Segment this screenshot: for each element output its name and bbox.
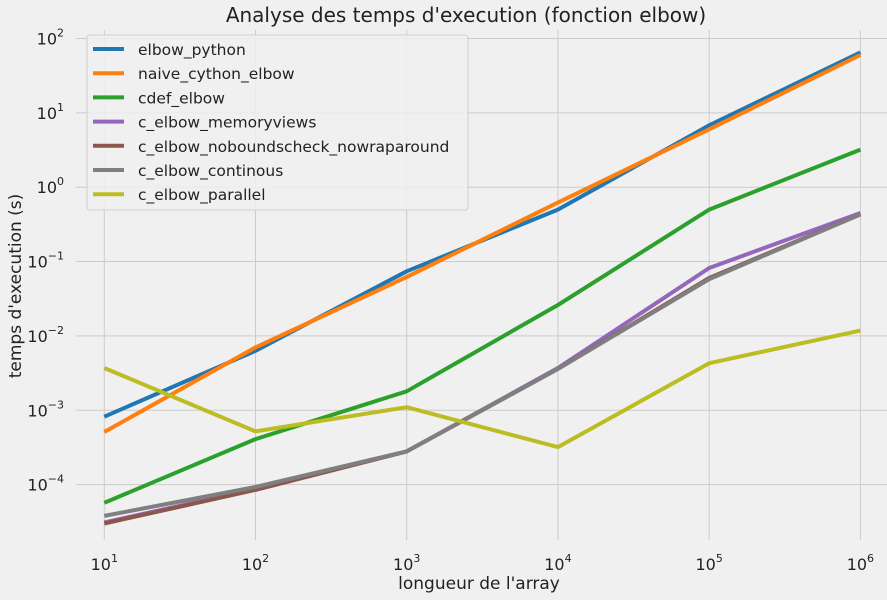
y-tick-label: 10−1 [27, 250, 64, 272]
x-tick-base: 10 [393, 555, 413, 574]
x-tick-label: 101 [91, 552, 118, 574]
y-tick-label: 10−4 [27, 473, 64, 495]
legend: elbow_python naive_cython_elbow cdef_elbow… [86, 34, 469, 211]
y-tick-label: 10−3 [27, 398, 64, 420]
y-tick-exponent: 1 [57, 101, 64, 114]
x-tick-label: 106 [847, 552, 874, 574]
series-line-c-elbow-continous [103, 212, 862, 518]
legend-label-elbow-python: elbow_python [138, 41, 246, 60]
x-tick-label: 104 [544, 552, 571, 574]
y-tick-base: 10 [37, 29, 57, 48]
x-tick-base: 10 [544, 555, 564, 574]
x-tick-exponent: 2 [262, 552, 269, 565]
y-tick-base: 10 [37, 104, 57, 123]
y-tick-base: 10 [27, 327, 47, 346]
y-tick-label: 102 [37, 26, 64, 48]
x-tick-base: 10 [695, 555, 715, 574]
legend-box [86, 34, 469, 211]
x-tick-label: 105 [695, 552, 722, 574]
y-tick-exponent: −1 [48, 250, 64, 263]
series-lines [103, 50, 862, 526]
chart-title: Analyse des temps d'execution (fonction … [226, 3, 706, 27]
y-tick-exponent: −2 [48, 324, 64, 337]
y-tick-label: 100 [37, 175, 64, 197]
y-tick-exponent: −4 [48, 473, 64, 486]
x-tick-exponent: 4 [565, 552, 572, 565]
x-tick-exponent: 6 [867, 552, 874, 565]
x-axis-label: longueur de l'array [398, 574, 560, 594]
x-axis-ticks: 101 102 103 104 105 106 [91, 552, 874, 574]
legend-label-naive-cython-elbow: naive_cython_elbow [138, 65, 295, 84]
legend-label-c-elbow-continous: c_elbow_continous [138, 162, 283, 181]
y-tick-base: 10 [27, 253, 47, 272]
x-tick-exponent: 1 [111, 552, 118, 565]
x-tick-base: 10 [91, 555, 111, 574]
x-tick-base: 10 [847, 555, 867, 574]
x-tick-base: 10 [242, 555, 262, 574]
y-tick-label: 10−2 [27, 324, 64, 346]
x-tick-label: 102 [242, 552, 269, 574]
y-tick-label: 101 [37, 101, 64, 123]
x-tick-label: 103 [393, 552, 420, 574]
x-tick-exponent: 5 [716, 552, 723, 565]
legend-label-c-elbow-noboundscheck-nowraparound: c_elbow_noboundscheck_nowraparound [138, 138, 449, 157]
y-axis-label: temps d'execution (s) [6, 194, 26, 379]
legend-label-cdef-elbow: cdef_elbow [138, 89, 225, 108]
y-tick-exponent: −3 [48, 398, 64, 411]
legend-label-c-elbow-parallel: c_elbow_parallel [138, 186, 266, 205]
x-tick-exponent: 3 [413, 552, 420, 565]
y-tick-base: 10 [27, 476, 47, 495]
series-line-cdef-elbow [103, 147, 862, 505]
y-tick-exponent: 0 [57, 175, 64, 188]
series-line-c-elbow-parallel [103, 328, 861, 450]
y-tick-exponent: 2 [57, 26, 64, 39]
legend-label-c-elbow-memoryviews: c_elbow_memoryviews [138, 114, 316, 133]
y-tick-base: 10 [37, 178, 57, 197]
series-line-naive-cython-elbow [103, 53, 862, 434]
y-tick-base: 10 [27, 401, 47, 420]
